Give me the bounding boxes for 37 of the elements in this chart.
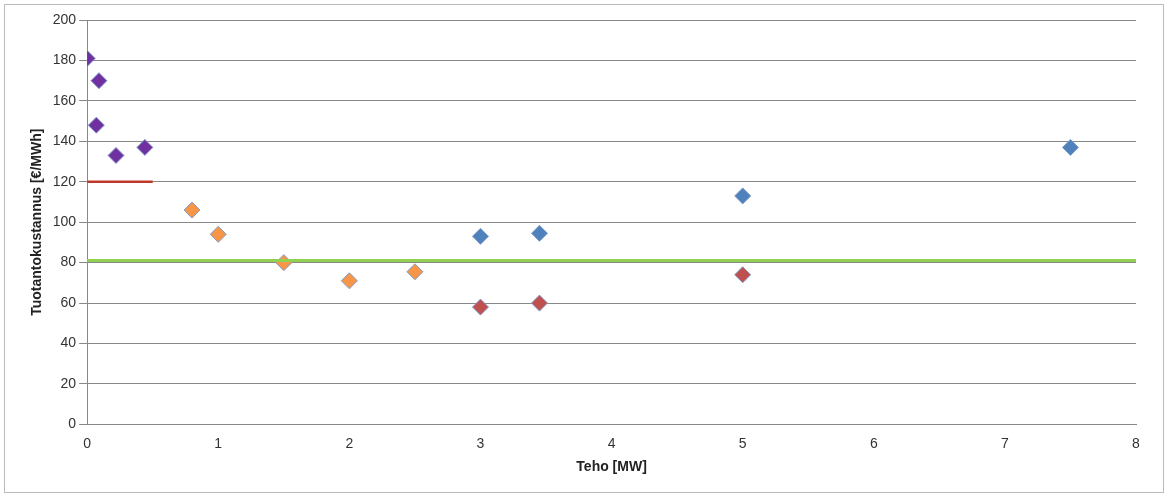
point xyxy=(530,294,548,312)
x-tick-label: 3 xyxy=(476,434,485,451)
x-tick-label: 8 xyxy=(1132,434,1141,451)
x-tick-label: 1 xyxy=(214,434,223,451)
y-tick-label: 0 xyxy=(68,415,77,432)
x-tick-label: 2 xyxy=(345,434,354,451)
x-tick-label: 4 xyxy=(607,434,616,451)
y-tick-label: 160 xyxy=(52,91,77,108)
y-tick-label: 80 xyxy=(60,253,77,270)
y-tick-label: 100 xyxy=(52,213,77,230)
point xyxy=(734,266,752,284)
point xyxy=(209,225,227,243)
y-tick-label: 180 xyxy=(52,51,77,68)
point xyxy=(471,227,489,245)
y-axis-title: Tuotantokustannus [€/MWh] xyxy=(28,128,45,316)
point xyxy=(1061,138,1079,156)
y-tick-label: 140 xyxy=(52,132,77,149)
point xyxy=(90,72,108,90)
y-tick-label: 60 xyxy=(60,293,77,310)
x-axis-title: Teho [MW] xyxy=(576,458,647,475)
y-tick-label: 20 xyxy=(60,374,77,391)
point xyxy=(107,146,125,164)
point xyxy=(471,298,489,316)
point xyxy=(406,263,424,281)
point xyxy=(340,272,358,290)
point xyxy=(183,201,201,219)
point xyxy=(530,224,548,242)
point xyxy=(136,138,154,156)
y-tick-label: 120 xyxy=(52,172,77,189)
x-tick-label: 6 xyxy=(869,434,878,451)
point xyxy=(87,116,105,134)
x-tick-label: 0 xyxy=(83,434,92,451)
y-tick-label: 40 xyxy=(60,334,77,351)
x-tick-label: 5 xyxy=(738,434,747,451)
point xyxy=(734,187,752,205)
x-tick-label: 7 xyxy=(1001,434,1009,451)
y-tick-label: 200 xyxy=(52,10,77,27)
